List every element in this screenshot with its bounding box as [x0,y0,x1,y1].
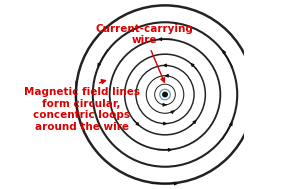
Text: Magnetic field lines
form circular,
concentric loops
around the wire: Magnetic field lines form circular, conc… [23,80,140,132]
Circle shape [163,92,167,97]
Text: Current-carrying
wire: Current-carrying wire [95,24,193,82]
